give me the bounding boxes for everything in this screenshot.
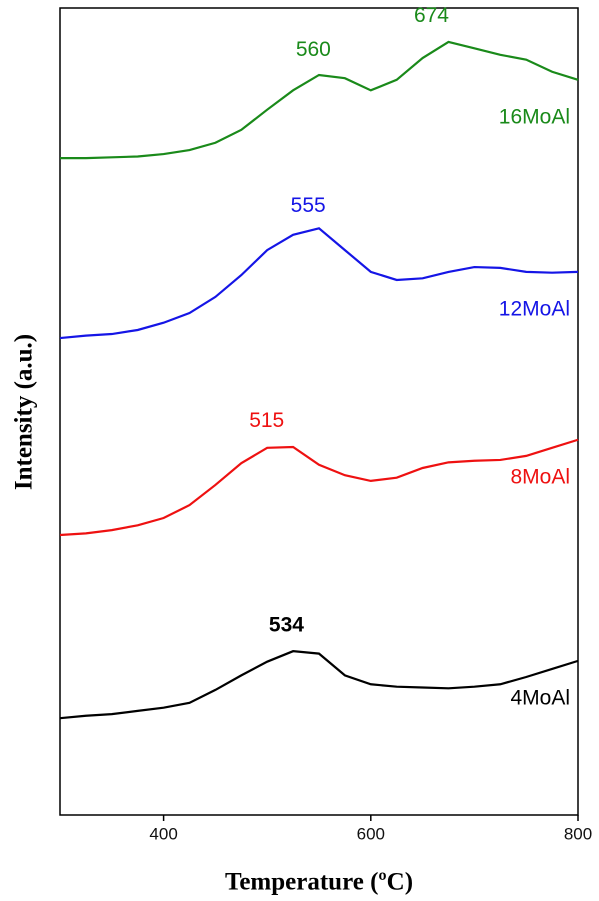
- peak-label: 534: [269, 614, 304, 637]
- peak-label: 555: [291, 194, 326, 217]
- x-tick-label: 400: [149, 824, 177, 843]
- x-axis-label: Temperature (ºC): [225, 869, 413, 896]
- series-label: 8MoAl: [510, 465, 570, 488]
- plot-frame: [59, 7, 579, 816]
- series-line: [59, 227, 579, 340]
- series-line: [59, 438, 579, 537]
- series-line: [60, 40, 579, 160]
- series-line: [59, 650, 579, 720]
- x-tick-label: 800: [564, 824, 592, 843]
- peak-label: 560: [296, 38, 331, 61]
- y-axis-label: Intensity (a.u.): [11, 334, 38, 490]
- peak-label: 674: [414, 4, 449, 27]
- series-label: 16MoAl: [499, 105, 570, 128]
- x-tick-label: 600: [357, 824, 385, 843]
- series-label: 12MoAl: [499, 297, 570, 320]
- series-label: 4MoAl: [510, 686, 570, 709]
- peak-label: 515: [249, 409, 284, 432]
